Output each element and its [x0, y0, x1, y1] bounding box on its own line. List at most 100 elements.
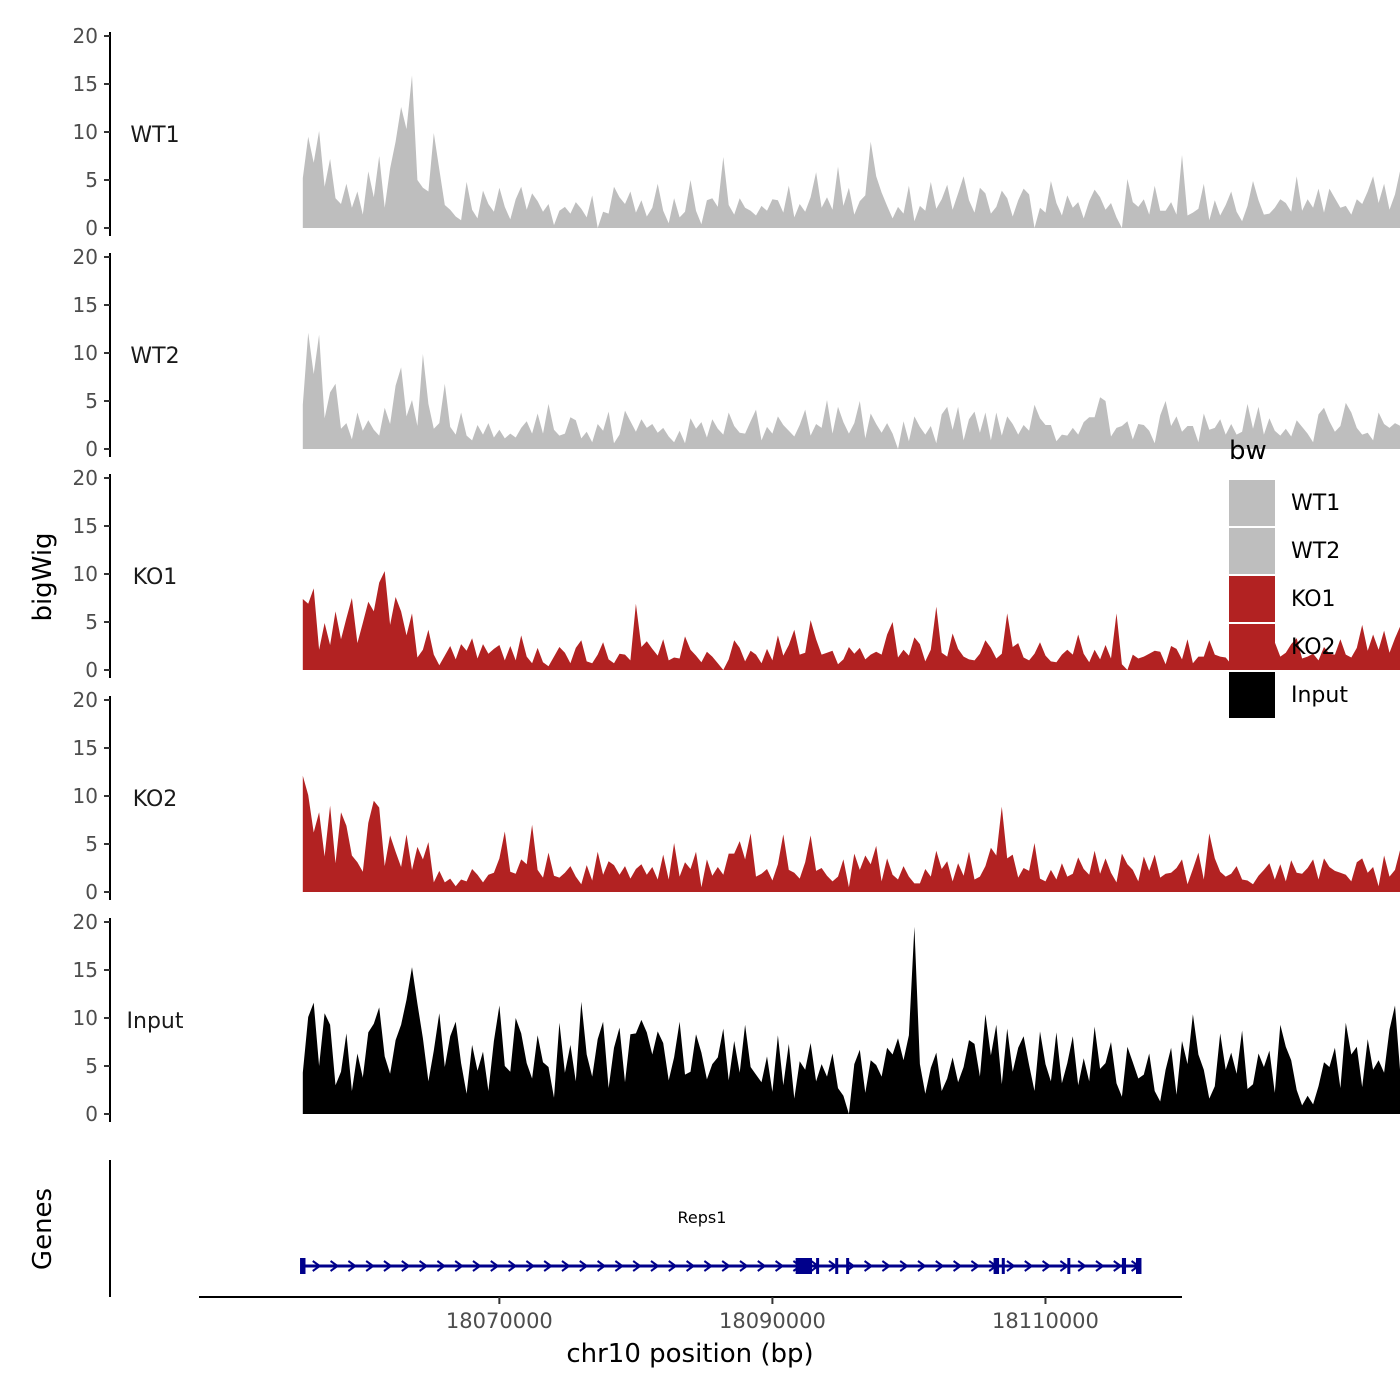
y-tick-label: 20 — [73, 245, 98, 269]
strand-arrow — [774, 1260, 785, 1272]
strand-arrow — [668, 1260, 678, 1272]
gene-track-panel: Reps1 — [109, 1160, 1142, 1297]
exon — [1121, 1258, 1127, 1274]
x-axis: 18070000 18090000 18110000 — [199, 1296, 1182, 1333]
strand-arrow — [507, 1260, 518, 1272]
track-ko2: 0 5 10 15 20 KO2 — [73, 688, 1400, 904]
legend: bw WT1 WT2 KO1 KO2 Input — [1229, 436, 1348, 718]
track-ko1: 0 5 10 15 20 KO1 — [73, 466, 1400, 682]
strand-arrow — [881, 1260, 892, 1272]
legend-label: KO1 — [1291, 587, 1336, 612]
y-tick-label: 10 — [73, 1006, 98, 1030]
strand-arrow — [383, 1260, 393, 1272]
strand-arrow — [1041, 1260, 1052, 1272]
strand-arrow — [490, 1260, 500, 1272]
strand-arrow — [525, 1260, 536, 1272]
strand-arrow — [418, 1260, 429, 1272]
y-tick-label: 0 — [85, 1102, 98, 1126]
exon — [846, 1258, 850, 1274]
track-area-ko1 — [302, 571, 1400, 670]
strand-arrow — [614, 1260, 625, 1272]
signal-tracks: 0 5 10 15 20 WT1 0 5 10 15 20 WT2 0 5 10 15 20 KO1 0 5 10 15 2… — [73, 24, 1400, 1126]
gene-label: Reps1 — [678, 1208, 727, 1227]
exon — [795, 1258, 813, 1274]
y-tick-label: 10 — [73, 562, 98, 586]
track-area-wt2 — [302, 332, 1400, 449]
y-tick-label: 5 — [85, 832, 98, 856]
y-tick-label: 5 — [85, 1054, 98, 1078]
legend-title: bw — [1229, 436, 1267, 466]
strand-arrow — [543, 1260, 553, 1272]
strand-arrow — [952, 1260, 963, 1272]
gene-reps1: Reps1 — [300, 1208, 1142, 1274]
exon — [816, 1258, 820, 1274]
legend-item-wt2: WT2 — [1229, 528, 1340, 574]
strand-arrow — [703, 1260, 714, 1272]
legend-swatch — [1229, 624, 1275, 670]
y-tick-label: 20 — [73, 910, 98, 934]
y-tick-label: 15 — [73, 958, 98, 982]
y-tick-label: 10 — [73, 120, 98, 144]
strand-arrow — [312, 1260, 322, 1272]
track-label: KO1 — [133, 565, 178, 590]
strand-arrow — [632, 1260, 642, 1272]
y-tick-label: 10 — [73, 341, 98, 365]
strand-arrow — [561, 1260, 571, 1272]
y-tick-label: 5 — [85, 168, 98, 192]
strand-arrow — [1024, 1260, 1034, 1272]
legend-label: Input — [1291, 683, 1348, 708]
y-axis-title: bigWig — [28, 532, 58, 621]
y-tick-label: 15 — [73, 514, 98, 538]
strand-arrow — [1113, 1260, 1123, 1272]
legend-item-ko2: KO2 — [1229, 624, 1336, 670]
y-tick-label: 5 — [85, 389, 98, 413]
strand-arrow — [401, 1260, 411, 1272]
track-wt2: 0 5 10 15 20 WT2 — [73, 245, 1400, 461]
y-tick-label: 10 — [73, 784, 98, 808]
strand-arrow — [1006, 1260, 1016, 1272]
legend-item-input: Input — [1229, 672, 1348, 718]
track-wt1: 0 5 10 15 20 WT1 — [73, 24, 1400, 240]
strand-arrow — [863, 1260, 874, 1272]
strand-arrow — [899, 1260, 909, 1272]
exon — [1067, 1258, 1071, 1274]
exon — [1136, 1258, 1139, 1274]
legend-swatch — [1229, 576, 1275, 622]
x-axis-title: chr10 position (bp) — [566, 1339, 813, 1369]
strand-arrow — [436, 1260, 447, 1272]
y-tick-label: 0 — [85, 658, 98, 682]
legend-swatch — [1229, 480, 1275, 526]
track-label: KO2 — [133, 787, 178, 812]
strand-arrow — [347, 1260, 358, 1272]
track-area-wt1 — [302, 75, 1400, 228]
strand-arrow — [454, 1260, 464, 1272]
strand-arrow — [329, 1260, 340, 1272]
track-label: WT1 — [130, 123, 179, 148]
track-label: WT2 — [130, 344, 179, 369]
x-tick-label: 18110000 — [992, 1309, 1099, 1333]
y-tick-label: 5 — [85, 610, 98, 634]
strand-arrow — [970, 1260, 981, 1272]
track-area-ko2 — [302, 775, 1400, 892]
y-tick-label: 0 — [85, 880, 98, 904]
y-tick-label: 0 — [85, 437, 98, 461]
strand-arrow — [579, 1260, 589, 1272]
genes-axis-title: Genes — [28, 1188, 58, 1270]
legend-item-wt1: WT1 — [1229, 480, 1340, 526]
track-input: 0 5 10 15 20 Input — [73, 910, 1400, 1126]
strand-arrow — [739, 1260, 749, 1272]
exon — [993, 1258, 1000, 1274]
y-tick-label: 0 — [85, 216, 98, 240]
exon — [835, 1258, 839, 1274]
track-label: Input — [127, 1009, 184, 1034]
strand-arrow — [917, 1260, 927, 1272]
strand-arrow — [365, 1260, 375, 1272]
strand-arrow — [685, 1260, 696, 1272]
x-tick-label: 18090000 — [719, 1309, 826, 1333]
exon — [1001, 1258, 1005, 1274]
y-tick-label: 15 — [73, 736, 98, 760]
y-tick-label: 15 — [73, 293, 98, 317]
strand-arrow — [757, 1260, 767, 1272]
strand-arrow — [596, 1260, 607, 1272]
track-area-input — [302, 926, 1400, 1114]
